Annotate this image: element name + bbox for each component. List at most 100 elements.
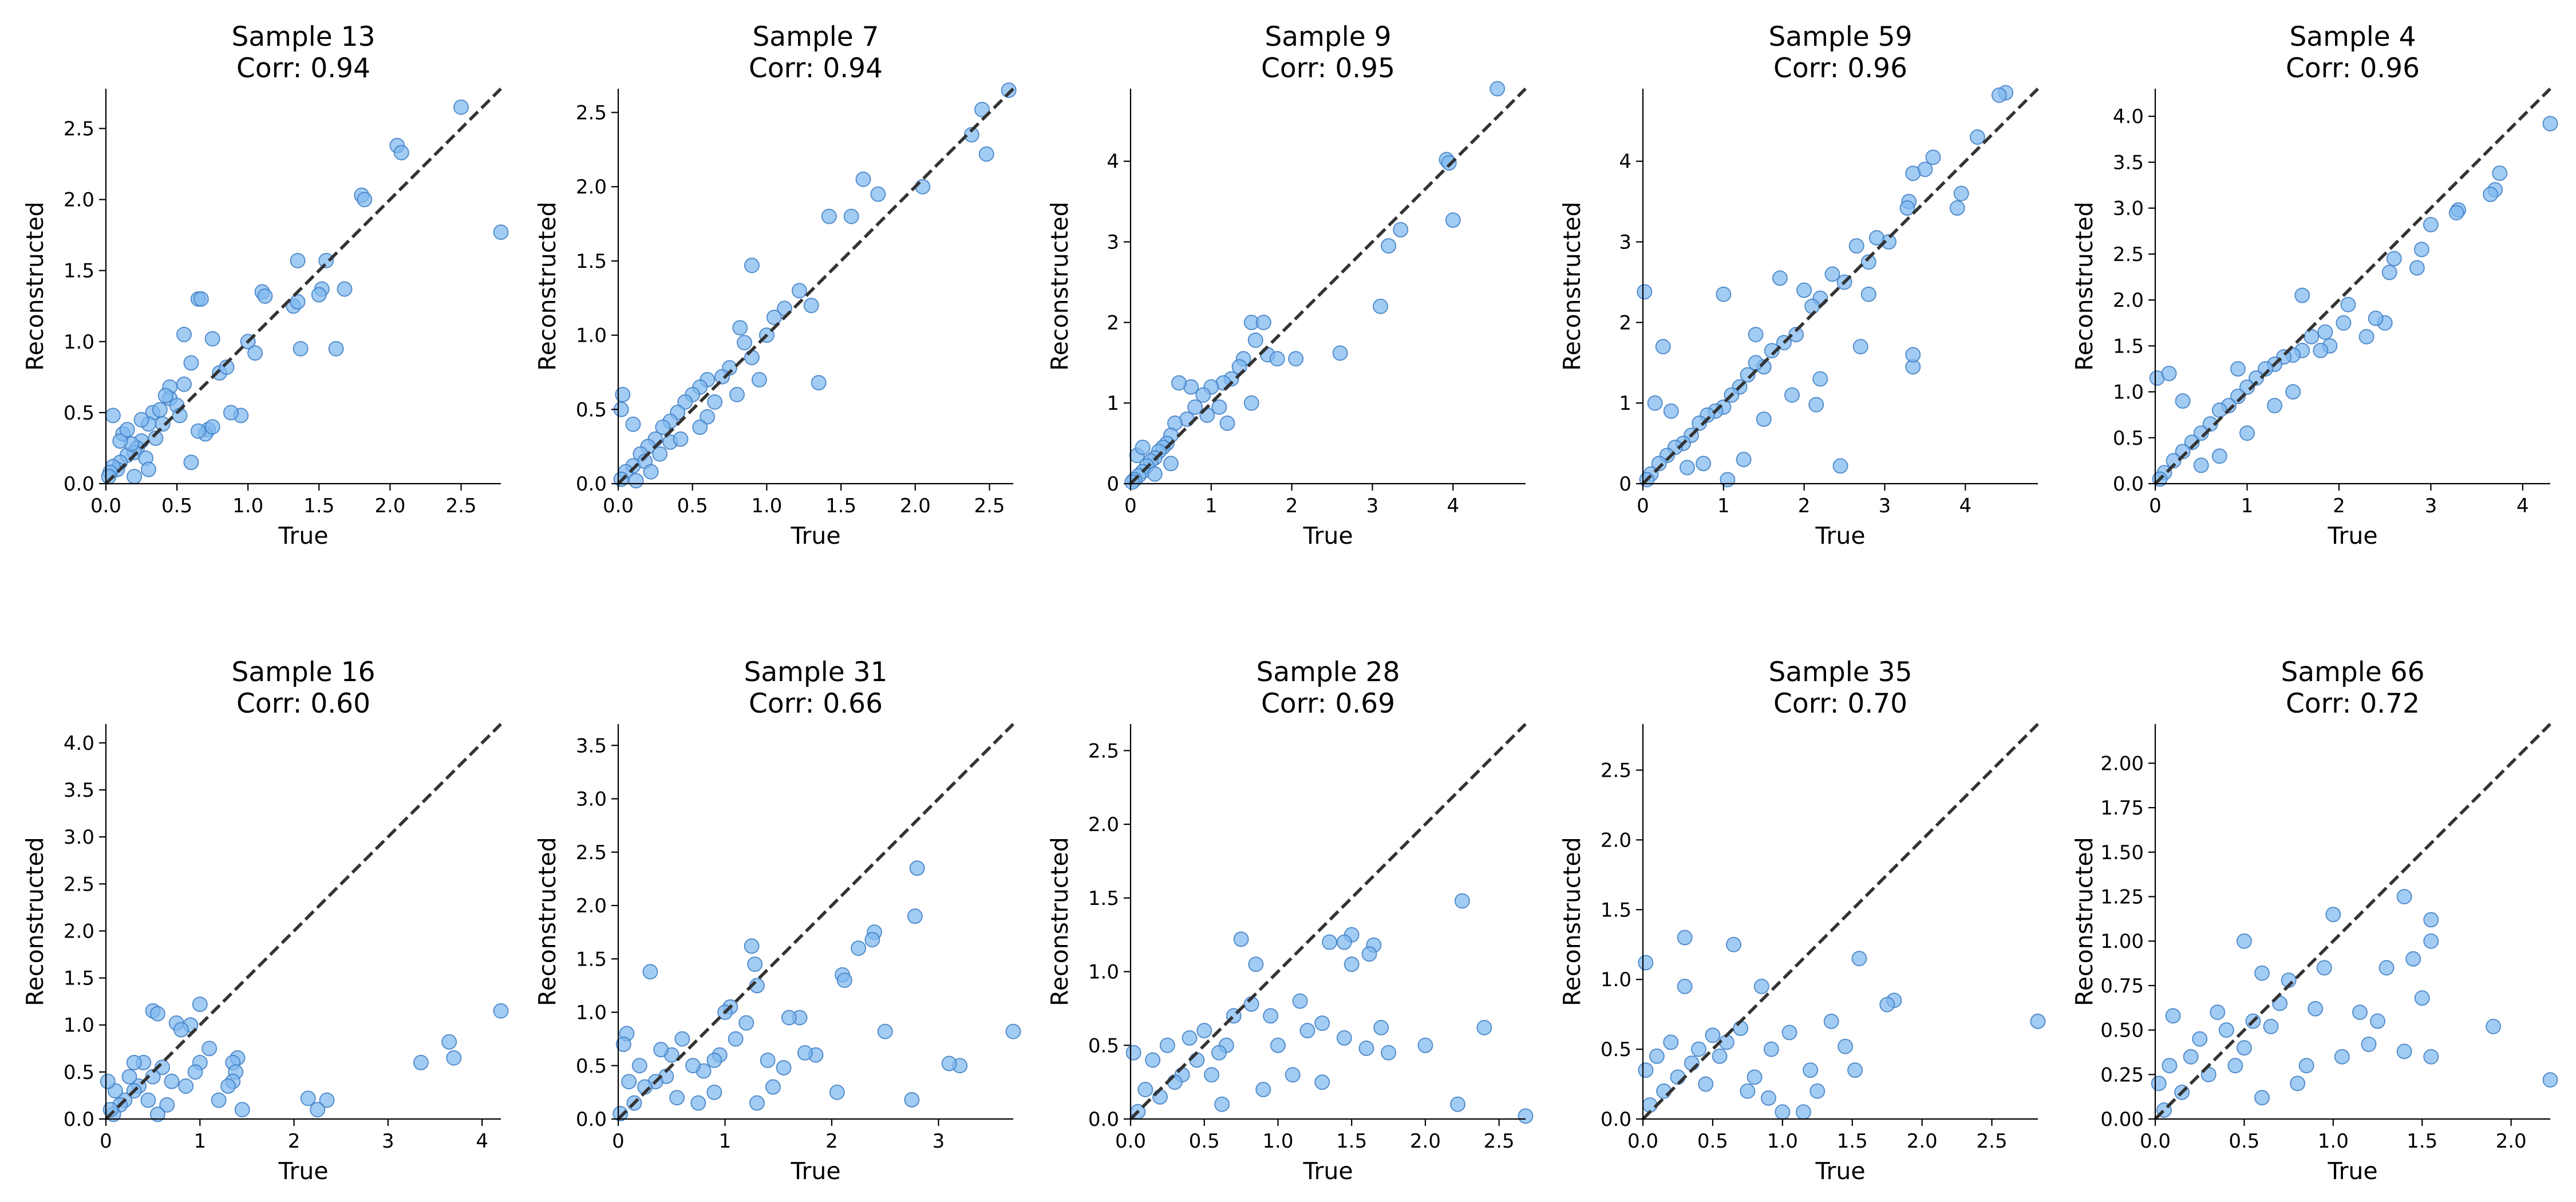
y-tick-label: 4.0 — [64, 732, 94, 755]
data-point — [149, 1106, 165, 1122]
y-axis-label: Reconstructed — [534, 837, 561, 1006]
x-tick-label: 1.5 — [303, 495, 334, 517]
y-tick-label: 1.5 — [576, 948, 607, 971]
data-point — [1243, 395, 1259, 411]
data-point — [706, 1084, 722, 1100]
data-point — [1445, 212, 1461, 228]
data-point — [328, 341, 344, 357]
data-point — [1847, 1062, 1863, 1078]
x-tick-label: 1 — [193, 1130, 206, 1153]
data-point — [2361, 1036, 2377, 1052]
data-point — [714, 369, 730, 385]
y-tick-label: 0.0 — [1088, 1108, 1119, 1131]
y-tick-label: 0.0 — [1601, 1108, 1631, 1131]
data-point — [1322, 934, 1338, 950]
y-tick-label: 2.0 — [576, 176, 607, 199]
x-axis-label: True — [1815, 522, 1865, 549]
x-axis-label: True — [790, 1157, 840, 1185]
y-tick-label: 1.0 — [1601, 968, 1631, 991]
data-point — [100, 1073, 116, 1089]
data-point — [653, 1042, 669, 1058]
y-tick-label: 0.5 — [64, 402, 94, 425]
data-point — [2304, 329, 2320, 345]
y-tick-label: 1.5 — [576, 250, 607, 273]
data-point — [776, 1059, 792, 1076]
x-tick-label: 0.5 — [161, 495, 192, 517]
x-tick-label: 1.5 — [2407, 1130, 2437, 1153]
data-point — [1647, 395, 1663, 411]
data-point — [1740, 1083, 1756, 1099]
data-point — [797, 1045, 813, 1061]
data-point — [1692, 415, 1708, 431]
y-tick-label: 4 — [1619, 151, 1631, 173]
y-tick-label: 1.5 — [64, 967, 94, 990]
y-axis-label: Reconstructed — [1046, 837, 1073, 1006]
data-point — [1716, 286, 1732, 302]
data-point — [1450, 1096, 1466, 1112]
data-point — [1784, 387, 1800, 403]
data-point — [311, 287, 327, 303]
data-point — [493, 1003, 509, 1019]
data-point — [1663, 403, 1679, 419]
data-point — [1336, 934, 1352, 950]
y-tick-label: 0.0 — [2113, 473, 2144, 496]
data-point — [1795, 1104, 1811, 1120]
data-point — [1187, 399, 1203, 415]
data-point — [1314, 1074, 1330, 1090]
data-point — [453, 99, 469, 115]
data-point — [1219, 415, 1235, 431]
data-point — [234, 1102, 250, 1118]
y-tick-label: 2.0 — [64, 920, 94, 943]
data-point — [669, 1090, 685, 1106]
data-point — [2236, 1040, 2252, 1056]
data-point — [1204, 1067, 1220, 1083]
x-tick-label: 0 — [1124, 495, 1137, 517]
identity-line — [105, 723, 502, 1120]
data-point — [126, 1054, 142, 1070]
y-tick-label: 2 — [1107, 311, 1119, 334]
data-point — [760, 1052, 776, 1068]
data-point — [2414, 990, 2430, 1006]
data-point — [2236, 933, 2252, 949]
data-point — [223, 405, 239, 421]
panel-title-line: Corr: 0.60 — [236, 688, 370, 719]
y-tick-label: 0.00 — [2100, 1108, 2144, 1131]
data-point — [1417, 1037, 1433, 1053]
data-point — [621, 1074, 637, 1090]
data-point — [2423, 912, 2439, 928]
y-tick-label: 2.0 — [2113, 289, 2144, 312]
data-point — [1698, 1076, 1714, 1092]
data-point — [193, 291, 209, 307]
data-point — [1899, 200, 1915, 216]
identity-line — [105, 88, 502, 485]
data-point — [1748, 326, 1764, 342]
data-point — [843, 208, 859, 224]
data-point — [393, 145, 409, 161]
data-point — [1196, 1023, 1212, 1039]
y-axis-label: Reconstructed — [534, 201, 561, 371]
data-point — [851, 940, 867, 956]
data-point — [1373, 1019, 1389, 1035]
y-tick-label: 3.0 — [64, 826, 94, 849]
data-point — [1292, 993, 1308, 1009]
data-point — [2161, 365, 2177, 381]
data-point — [1248, 956, 1264, 972]
data-point — [1753, 978, 1769, 994]
y-tick-label: 1.00 — [2100, 930, 2144, 953]
data-point — [446, 1050, 462, 1066]
x-axis-label: True — [1302, 522, 1353, 549]
data-point — [728, 1031, 744, 1047]
data-point — [1145, 1052, 1161, 1068]
data-point — [1189, 1052, 1205, 1068]
data-point — [1125, 1045, 1141, 1061]
data-point — [493, 224, 509, 240]
x-tick-label: 1 — [1717, 495, 1730, 517]
data-point — [1852, 339, 1868, 355]
y-tick-label: 0.5 — [576, 398, 607, 421]
data-point — [190, 423, 206, 439]
data-point — [2254, 965, 2270, 981]
y-tick-label: 0.25 — [2100, 1063, 2144, 1086]
